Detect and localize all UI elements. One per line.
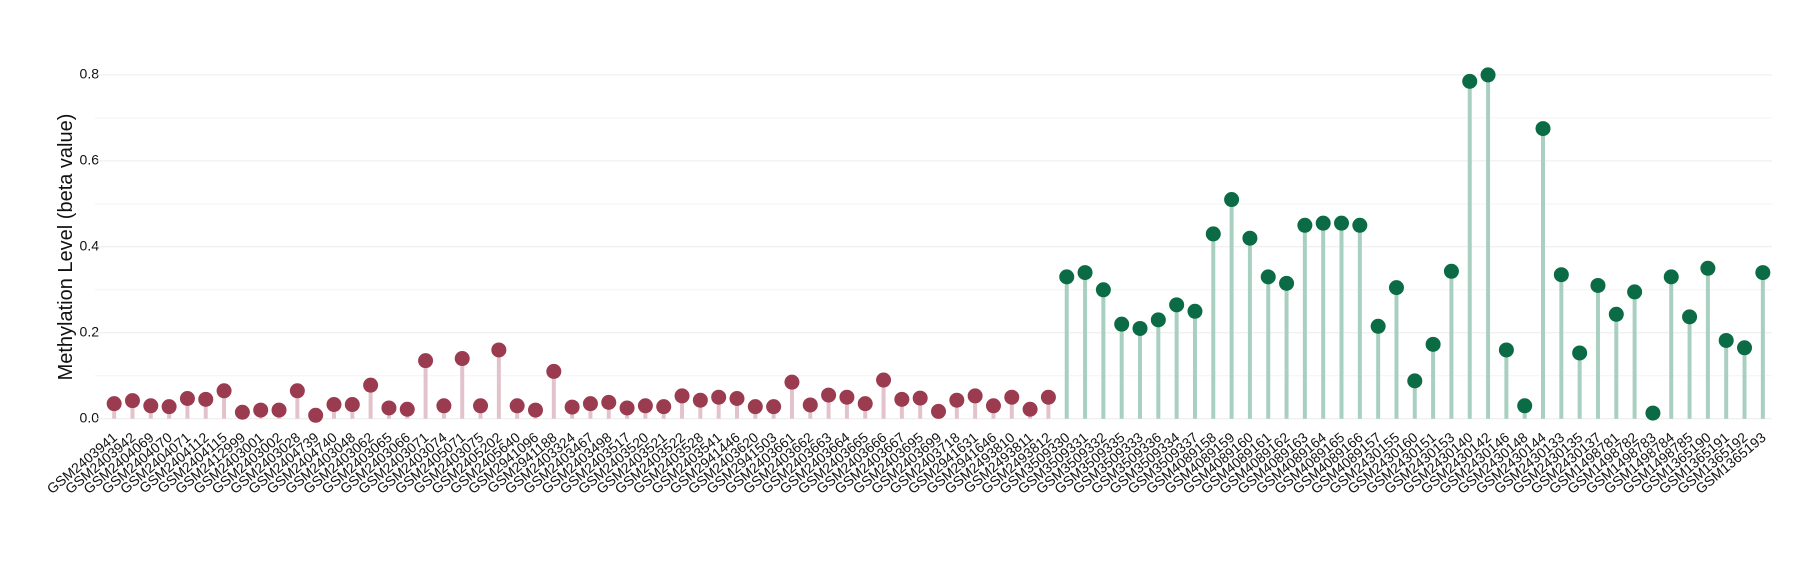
dot (619, 400, 635, 416)
dot (1224, 192, 1240, 208)
dot (1425, 336, 1441, 352)
y-tick-label: 0.2 (80, 323, 100, 339)
dot (656, 399, 672, 415)
dot (198, 391, 214, 407)
dot (931, 403, 946, 419)
dot (1700, 260, 1716, 276)
dot (711, 389, 727, 405)
dot (985, 398, 1001, 414)
dot (857, 396, 873, 412)
dot (1755, 265, 1771, 281)
dot (308, 407, 324, 423)
dot (216, 383, 232, 399)
dot (949, 392, 965, 408)
dot (1352, 217, 1368, 233)
dot (454, 351, 470, 367)
dot (821, 387, 837, 403)
dot (289, 383, 305, 399)
dot (491, 342, 507, 358)
dot (1095, 282, 1111, 298)
dot (747, 399, 763, 415)
dot (1627, 284, 1643, 300)
dot (1737, 340, 1753, 356)
dot (1608, 306, 1624, 322)
dot (1572, 345, 1588, 361)
dot (1187, 303, 1203, 319)
dot (473, 398, 489, 414)
y-tick-label: 0.0 (80, 409, 100, 425)
dot (124, 393, 140, 409)
dot (1279, 275, 1295, 291)
dot (1169, 297, 1185, 313)
dot (1388, 280, 1404, 296)
dot (1315, 215, 1331, 231)
dot (399, 401, 415, 417)
dot (912, 390, 928, 406)
dot (1004, 389, 1020, 405)
dot (1590, 277, 1606, 293)
dot (564, 399, 580, 415)
dot (1663, 269, 1679, 285)
dot (381, 400, 397, 416)
dot (1150, 312, 1166, 328)
dot (1535, 121, 1551, 137)
dot (234, 404, 250, 420)
dot (1553, 267, 1569, 283)
y-tick-label: 0.4 (80, 238, 100, 254)
dot (179, 391, 195, 407)
dot (674, 388, 690, 404)
dot (582, 396, 598, 412)
dot (436, 398, 452, 414)
dot (1059, 269, 1075, 285)
dot (1260, 269, 1276, 285)
dot (876, 372, 892, 388)
dot (344, 397, 360, 413)
dot (106, 396, 122, 412)
dot (161, 399, 177, 415)
y-tick-label: 0.6 (80, 152, 100, 168)
dot (967, 388, 983, 404)
dot (1334, 215, 1350, 231)
dot (1370, 318, 1386, 334)
dot (527, 402, 543, 418)
dot (1077, 265, 1093, 281)
dot (637, 398, 653, 414)
dot (601, 394, 617, 410)
dot (418, 353, 434, 369)
dot (546, 363, 562, 379)
dot (509, 398, 525, 414)
dot (784, 374, 800, 390)
dot (729, 391, 745, 407)
dot (1480, 67, 1496, 83)
dot (1242, 230, 1258, 246)
dot (143, 398, 159, 414)
dot (1297, 217, 1313, 233)
dot (1132, 320, 1148, 336)
y-tick-label: 0.8 (80, 66, 100, 82)
dot (1022, 401, 1038, 417)
dot (839, 389, 855, 405)
dot (253, 402, 269, 418)
dot (802, 397, 818, 413)
dot (1682, 309, 1698, 325)
y-axis-title: Methylation Level (beta value) (55, 114, 77, 381)
dot (1498, 342, 1514, 358)
dot (1718, 332, 1734, 348)
dot (692, 392, 708, 408)
dot (894, 391, 910, 407)
dot (363, 377, 379, 393)
dot (1040, 389, 1056, 405)
dot (1407, 373, 1423, 389)
dot (1443, 263, 1459, 279)
dot (271, 402, 287, 418)
dot (1517, 398, 1533, 414)
dot (1462, 73, 1478, 89)
dot (1645, 405, 1661, 421)
dot (766, 399, 782, 415)
dot (1114, 316, 1130, 332)
dot (1205, 226, 1221, 242)
dot (326, 397, 342, 413)
